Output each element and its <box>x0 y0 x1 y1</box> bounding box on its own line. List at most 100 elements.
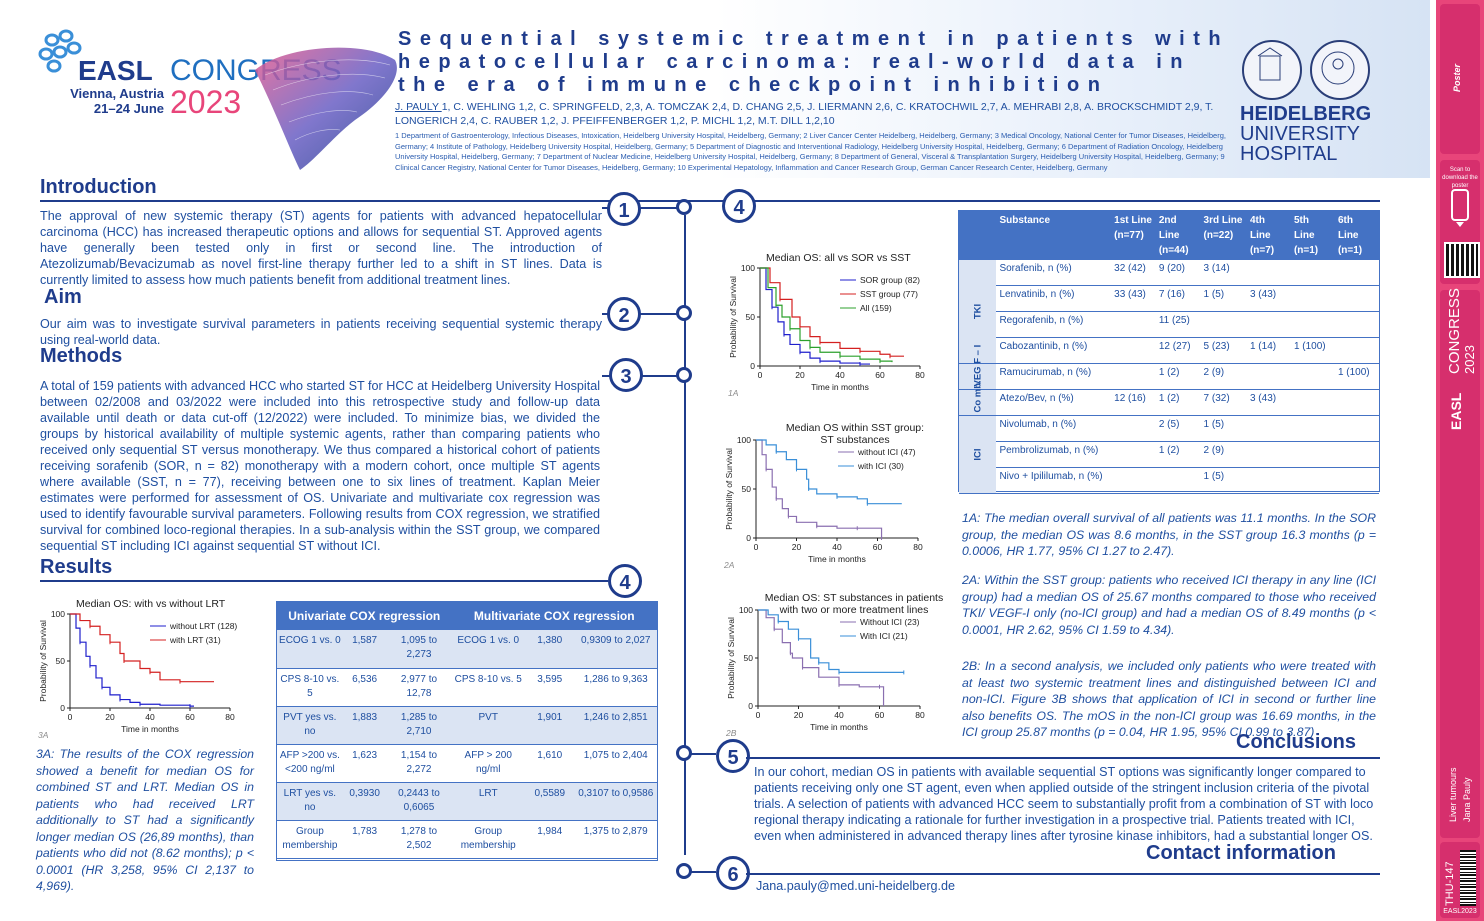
substance-cell: 1 (5) <box>1200 285 1247 312</box>
hospital-logo-text: HEIDELBERG UNIVERSITY HOSPITAL <box>1240 104 1371 164</box>
step-6-badge: 6 <box>716 856 750 890</box>
substance-table: Substance 1st Line (n=77) 2nd Line (n=44) 3… <box>959 211 1379 494</box>
qr-code-icon[interactable] <box>1444 242 1480 278</box>
location-city: Vienna, Austria <box>70 86 164 101</box>
svg-text:Poster: Poster <box>1452 63 1462 92</box>
methods-heading: Methods <box>40 345 123 367</box>
survival-curve <box>758 609 904 673</box>
step-5-badge: 5 <box>716 739 750 773</box>
cox-table-wrap: Univariate COX regression Multivariate C… <box>276 601 658 861</box>
cox-cell: 1,883 <box>342 706 387 745</box>
y-tick-label: 50 <box>744 653 754 663</box>
substance-header-row: Substance 1st Line (n=77) 2nd Line (n=44) 3… <box>959 211 1379 260</box>
step-1-badge: 1 <box>607 192 641 226</box>
cox-cell: CPS 8-10 vs. 5 <box>451 668 525 707</box>
substance-cell: 3 (43) <box>1246 389 1291 416</box>
affiliations: 1 Department of Gastroenterology, Infect… <box>395 131 1226 172</box>
hospital-line-3: HOSPITAL <box>1240 143 1338 165</box>
x-axis-label: Time in months <box>808 554 866 564</box>
chart-1a-plot: 0 20 40 60 80 0 50 100 Time in months Probability… <box>728 263 925 398</box>
substance-cell: Lenvatinib, n (%) <box>996 285 1112 312</box>
cox-cell: Group membership <box>277 820 343 859</box>
sidebar-code-block: THU-147 EASL2023 <box>1440 842 1480 918</box>
x-tick-label: 80 <box>915 710 925 720</box>
cox-cell: 1,075 to 2,404 <box>574 744 657 783</box>
cox-cell: Group membership <box>451 820 525 859</box>
substance-cell: Cabozantinib, n (%) <box>996 337 1112 364</box>
substance-cell: 2 (9) <box>1200 363 1247 390</box>
substance-header-cell: 2nd Line (n=44) <box>1155 211 1201 260</box>
sidebar-easl-text: EASL <box>1448 392 1464 430</box>
note-2a: 2A: Within the SST group: patients who r… <box>962 573 1376 637</box>
substance-cell: Regorafenib, n (%) <box>996 311 1112 338</box>
survival-curve <box>756 439 902 505</box>
substance-cell <box>1334 337 1379 364</box>
cox-header-row: Univariate COX regression Multivariate C… <box>277 602 657 630</box>
substance-cell: Nivo + Ipililumab, n (%) <box>996 467 1112 494</box>
substance-group-text: TKI <box>972 303 984 320</box>
chart-1a: Median OS: all vs SOR vs SST 0 20 40 60 80 0 5… <box>726 248 956 398</box>
chart-2b-title: Median OS: ST substances in patients wit… <box>764 592 944 616</box>
substance-cell: Nivolumab, n (%) <box>996 415 1112 442</box>
x-tick-label: 60 <box>873 542 883 552</box>
substance-group-text: ICI <box>972 448 984 461</box>
liver-illustration <box>245 40 405 180</box>
lead-author: J. PAULY <box>395 101 442 113</box>
substance-cell: 7 (16) <box>1155 285 1201 312</box>
substance-cell <box>1246 467 1291 494</box>
substance-cell <box>1111 363 1156 390</box>
substance-cell <box>1290 285 1335 312</box>
sidebar-author: Jana Pauly <box>1462 777 1472 822</box>
liver-icon <box>255 47 397 170</box>
y-tick-label: 100 <box>741 263 755 273</box>
substance-header-cell: 1st Line (n=77) <box>1111 211 1156 260</box>
substance-cell <box>1290 389 1335 416</box>
substance-cell <box>1334 311 1379 338</box>
substance-cell <box>1290 311 1335 338</box>
figure-label: 2B <box>725 728 737 738</box>
x-tick-label: 0 <box>756 710 761 720</box>
connector-aim <box>602 313 686 315</box>
substance-cell: 33 (43) <box>1111 285 1156 312</box>
hospital-line-1: HEIDELBERG <box>1240 103 1372 125</box>
cox-cell: 1,610 <box>524 744 575 783</box>
y-tick-label: 100 <box>737 435 751 445</box>
substance-cell <box>1246 441 1291 468</box>
substance-cell: 32 (42) <box>1111 260 1156 286</box>
figure-label: 2A <box>723 560 735 570</box>
x-tick-label: 20 <box>794 710 804 720</box>
cox-row: CPS 8-10 vs. 5 6,536 2,977 to 12,78 CPS 8-1… <box>277 668 657 707</box>
divider-results <box>40 580 608 582</box>
step-4-badge-top: 4 <box>722 189 756 223</box>
sidebar-congress-text: CONGRESS <box>1446 288 1463 374</box>
divider-conclusions <box>746 757 1380 759</box>
substance-cell <box>1246 363 1291 390</box>
sidebar-year-text: 2023 <box>1462 345 1477 374</box>
y-axis-label: Probability of Survival <box>38 620 48 702</box>
substance-cell <box>1334 285 1379 312</box>
connector-intro <box>602 207 686 209</box>
cox-cell: PVT <box>451 706 525 745</box>
substance-cell: 2 (9) <box>1200 441 1247 468</box>
poster-title: Sequential systemic treatment in patient… <box>398 28 1230 96</box>
substance-cell <box>1111 311 1156 338</box>
legend-entry: with ICI (30) <box>857 461 904 471</box>
divider-contact <box>746 873 1380 875</box>
x-axis-label: Time in months <box>811 382 869 392</box>
contact-email[interactable]: Jana.pauly@med.uni-heidelberg.de <box>756 879 956 893</box>
substance-cell: 5 (23) <box>1200 337 1247 364</box>
legend-entry: with LRT (31) <box>169 635 221 645</box>
x-tick-label: 60 <box>875 370 885 380</box>
substance-header-cell: Substance <box>996 211 1112 260</box>
chart-2b-plot: 0 20 40 60 80 0 50 100 Time in months Probability… <box>725 605 925 738</box>
sidebar-footer: EASL2023 <box>1443 908 1477 915</box>
legend-entry: without LRT (128) <box>169 621 237 631</box>
legend-entry: With ICI (21) <box>860 631 908 641</box>
cox-row: AFP >200 vs. <200 ng/ml 1,623 1,154 to 2,2… <box>277 744 657 783</box>
y-tick-label: 100 <box>739 605 753 615</box>
survival-curve <box>70 613 194 707</box>
substance-cell <box>1111 415 1156 442</box>
survival-curve <box>760 267 893 363</box>
hexagon-cluster-icon <box>38 29 82 73</box>
substance-header-cell: 4th Line (n=7) <box>1246 211 1291 260</box>
